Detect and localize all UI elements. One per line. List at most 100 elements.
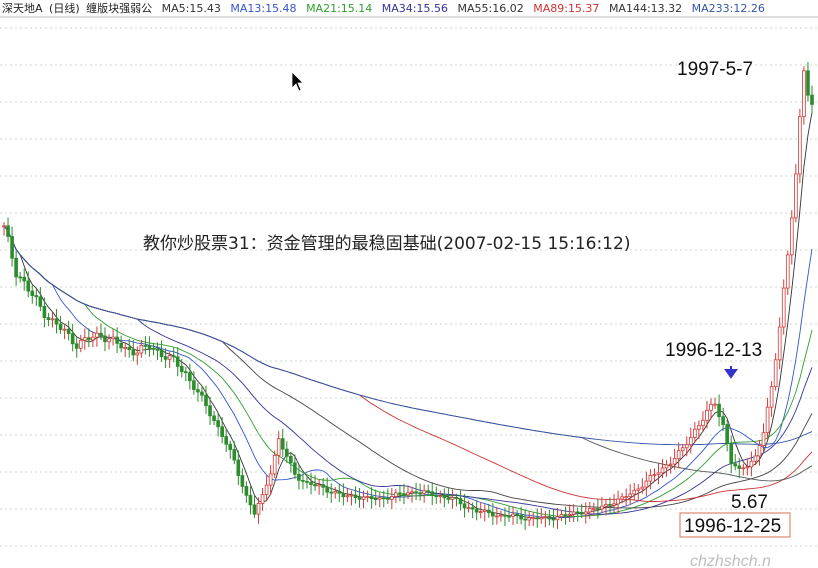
candle-body	[802, 70, 806, 118]
candle-body	[147, 345, 152, 349]
candle-body	[733, 463, 738, 467]
candle-body	[640, 486, 645, 490]
candle-body	[188, 372, 192, 382]
candle-body	[761, 432, 766, 446]
candle-body	[361, 496, 366, 500]
ma-label: MA34:15.56	[382, 2, 448, 15]
candle-body	[632, 489, 637, 495]
mouse-cursor-icon	[291, 71, 304, 92]
candle-body	[50, 318, 55, 321]
candle-body	[644, 480, 649, 488]
candle-body	[252, 504, 257, 515]
candle-body	[256, 503, 261, 515]
candle-body	[10, 236, 14, 259]
candle-body	[620, 496, 624, 500]
candle-body	[131, 349, 136, 356]
candle-body	[220, 426, 224, 437]
candle-body	[66, 328, 71, 334]
candle-body	[600, 505, 604, 510]
candle-body	[402, 493, 406, 496]
candle-body	[321, 484, 325, 488]
candle-body	[305, 480, 309, 483]
candle-body	[745, 466, 750, 469]
candle-body	[107, 338, 111, 343]
candle-body	[422, 490, 426, 494]
candle-body	[82, 337, 87, 341]
candle-body	[701, 419, 705, 427]
annotation-low-date: 1996-12-25	[684, 516, 781, 537]
candle-body	[280, 438, 285, 450]
candle-body	[313, 484, 317, 487]
candle-body	[99, 332, 103, 337]
candle-body	[373, 498, 378, 501]
candle-body	[155, 348, 160, 351]
candle-body	[482, 509, 487, 512]
ma-label: MA233:12.26	[692, 2, 765, 15]
candle-body	[523, 518, 527, 521]
annotation-box	[679, 512, 791, 538]
candle-body	[741, 467, 746, 470]
annotation-low-price: 5.67	[731, 492, 768, 513]
candle-body	[478, 511, 483, 513]
candle-body	[171, 355, 176, 358]
candle-body	[385, 497, 390, 500]
watermark-text: chzhshch.n	[690, 553, 771, 568]
candle-body	[123, 347, 128, 349]
candle-body	[648, 475, 653, 482]
candle-body	[672, 458, 677, 465]
candle-body	[406, 492, 410, 496]
candle-body	[446, 497, 451, 500]
candle-body	[547, 516, 552, 520]
candle-body	[2, 225, 6, 228]
candle-body	[337, 491, 342, 494]
candle-body	[6, 225, 10, 237]
candle-body	[511, 513, 515, 517]
candle-body	[151, 347, 156, 350]
candle-body	[135, 352, 140, 356]
candle-body	[709, 403, 713, 411]
candle-body	[183, 371, 188, 374]
candle-body	[499, 514, 503, 517]
candle-body	[717, 403, 721, 418]
annotation-local-high-date: 1996-12-13	[665, 340, 762, 361]
candle-body	[474, 508, 479, 513]
candle-body	[608, 503, 612, 506]
candle-body	[765, 406, 770, 434]
candle-body	[365, 496, 370, 498]
candle-body	[559, 514, 564, 518]
candle-body	[18, 276, 22, 279]
candle-body	[781, 287, 786, 328]
candle-body	[62, 328, 67, 331]
candle-body	[450, 497, 455, 500]
candle-body	[301, 479, 305, 482]
candle-body	[192, 380, 196, 390]
candle-body	[381, 497, 386, 500]
candle-body	[503, 514, 507, 517]
candle-body	[30, 290, 35, 296]
candles	[2, 62, 814, 530]
candle-body	[668, 463, 673, 466]
candle-body	[228, 443, 233, 450]
candle-body	[91, 336, 95, 341]
candle-body	[38, 296, 43, 307]
candle-body	[794, 173, 798, 219]
candle-body	[297, 473, 301, 481]
candle-body	[660, 467, 665, 474]
candle-body	[46, 317, 51, 321]
candle-body	[551, 518, 556, 521]
ma-line-233	[3, 225, 813, 446]
candle-body	[357, 497, 362, 500]
chart-title: 教你炒股票31：资金管理的最稳固基础(2007-02-15 15:16:12)	[143, 234, 630, 254]
candle-body	[54, 318, 59, 325]
candle-body	[200, 391, 204, 396]
candle-body	[571, 511, 576, 515]
candle-body	[115, 336, 119, 344]
ma-label: MA5:15.43	[162, 2, 221, 15]
candle-body	[95, 332, 99, 338]
candle-body	[567, 513, 572, 516]
candle-body	[688, 436, 693, 446]
candle-body	[721, 416, 725, 425]
candle-body	[426, 490, 431, 493]
